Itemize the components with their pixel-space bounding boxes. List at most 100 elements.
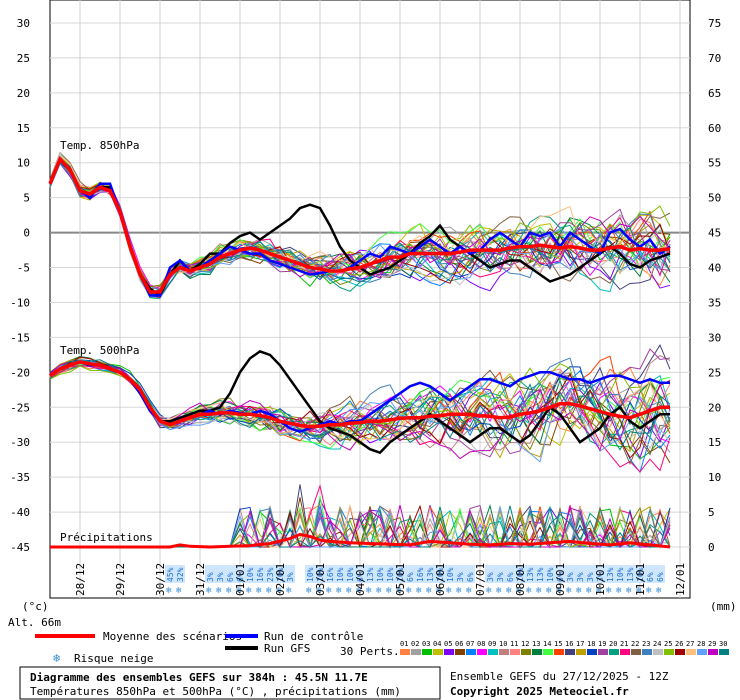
legend-control-label: Run de contrôle [264,630,363,643]
snow-risk-pct: 3% [586,572,595,582]
snowflake-icon: ❄ [396,586,402,596]
snow-risk-cell [395,565,405,583]
legend-perts-label: 30 Perts. [340,645,400,658]
snow-risk-pct: 10% [436,567,445,582]
snowflake-icon: ❄ [256,586,262,596]
x-tick-label: 12/01 [674,563,687,596]
snow-risk-pct: 3% [596,572,605,582]
pert-swatch [400,649,410,655]
snow-risk-pct: 16% [326,567,335,582]
snow-risk-pct: 6% [406,572,415,582]
snow-risk-pct: 10% [516,567,525,582]
snow-risk-cell [455,565,465,583]
pert-swatch [433,649,443,655]
snow-risk-cell [445,565,455,583]
snow-risk-cell [505,565,515,583]
snow-risk-pct: 10% [386,567,395,582]
snow-risk-cell [405,565,415,583]
snowflake-icon: ❄ [386,586,392,596]
pert-swatch [664,649,674,655]
right-tick-label: 40 [708,262,721,275]
precip-mean-line [50,532,671,549]
snow-risk-cell [415,565,425,583]
snow-risk-cell [275,565,285,583]
pert-number: 02 [411,640,419,648]
pert-number: 19 [598,640,606,648]
snow-risk-cell [555,565,565,583]
right-tick-label: 55 [708,157,721,170]
snowflake-icon: ❄ [566,586,572,596]
right-tick-label: 50 [708,192,721,205]
snowflake-icon: ❄ [306,586,312,596]
pert-swatch [686,649,696,655]
right-tick-label: 70 [708,52,721,65]
x-tick-label: 11/01 [634,563,647,596]
snow-risk-cell [575,565,585,583]
left-tick-label: -30 [10,436,30,449]
snow-risk-pct: 10% [276,567,285,582]
snow-risk-cell [255,565,265,583]
snowflake-icon: ❄ [576,586,582,596]
snow-risk-pct: 13% [526,567,535,582]
snowflake-icon: ❄ [596,586,602,596]
snow-risk-pct: 3% [286,572,295,582]
snowflake-icon: ❄ [166,586,172,596]
left-tick-label: -25 [10,401,30,414]
pert-swatch [719,649,729,655]
snow-risk-pct: 6% [506,572,515,582]
left-tick-label: -45 [10,541,30,554]
snow-risk-pct: 10% [316,567,325,582]
pert-swatch [422,649,432,655]
snowflake-icon: ❄ [496,586,502,596]
left-tick-label: -5 [17,262,30,275]
snowflake-icon: ❄ [316,586,322,596]
pert-swatch [521,649,531,655]
snow-risk-pct: 10% [546,567,555,582]
x-tick-label: 28/12 [74,563,87,596]
snow-risk-cell [635,565,645,583]
left-axis-unit: (°c) [22,600,49,613]
left-tick-label: -10 [10,296,30,309]
pert-number: 09 [488,640,496,648]
snow-risk-pct: 13% [606,567,615,582]
pert-number: 29 [708,640,716,648]
snow-risk-pct: 16% [256,567,265,582]
pert-swatch [543,649,553,655]
pert-swatch [499,649,509,655]
snowflake-icon: ❄ [616,586,622,596]
x-tick-label: 04/01 [354,563,367,596]
snow-risk-pct: 13% [626,567,635,582]
x-tick-label: 05/01 [394,563,407,596]
footer-copyright: Copyright 2025 Meteociel.fr [450,685,629,698]
snowflake-icon: ❄ [516,586,522,596]
snow-risk-cell [605,565,615,583]
x-tick-label: 30/12 [154,563,167,596]
snow-risk-cell [285,565,295,583]
snowflake-icon: ❄ [376,586,382,596]
pert-swatch [455,649,465,655]
pert-number: 22 [631,640,639,648]
pert-number: 06 [455,640,463,648]
snowflake-icon: ❄ [276,586,282,596]
snow-risk-cell [435,565,445,583]
snow-risk-pct: 6% [466,572,475,582]
pert-swatch [554,649,564,655]
snowflake-icon: ❄ [466,586,472,596]
snowflake-icon: ❄ [326,586,332,596]
section-label-t850: Temp. 850hPa [60,139,139,152]
snow-risk-cell [225,565,235,583]
pert-number: 25 [664,640,672,648]
t850-mean-line [48,156,671,294]
snow-risk-cell [585,565,595,583]
pert-number: 07 [466,640,474,648]
pert-number: 28 [697,640,705,648]
legend-gfs-label: Run GFS [264,642,310,655]
right-tick-label: 30 [708,331,721,344]
snowflake-icon: ❄ [456,586,462,596]
snowflake-icon: ❄ [286,586,292,596]
right-tick-label: 20 [708,401,721,414]
snow-risk-cell [515,565,525,583]
snow-risk-pct: 6% [646,572,655,582]
left-tick-label: -15 [10,331,30,344]
